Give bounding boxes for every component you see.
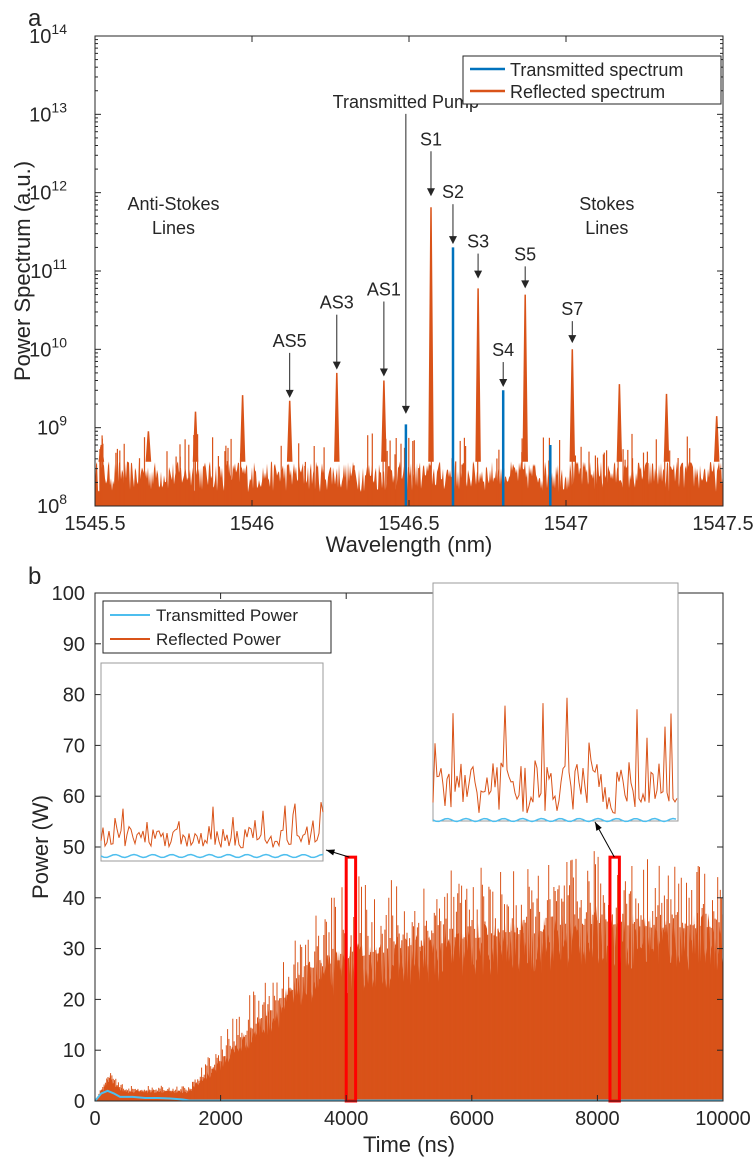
y-tick-label-b: 50 <box>63 837 85 859</box>
annotation-arrow-head <box>426 188 435 197</box>
transmitted-power-line <box>94 1089 723 1102</box>
y-tick-label-b: 20 <box>63 989 85 1011</box>
legend-label-transmitted-power: Transmitted Power <box>156 606 298 625</box>
region-label: Anti-Stokes <box>127 194 219 214</box>
reflected-peak <box>334 372 340 462</box>
reflected-peak <box>428 207 434 462</box>
inset-right-reflected <box>432 697 678 814</box>
y-tick-label-a: 1011 <box>30 256 67 283</box>
transmitted-spectrum-series <box>404 247 552 506</box>
zoom-insets <box>100 582 679 862</box>
annotation-label: S4 <box>492 340 514 360</box>
legend-label-transmitted: Transmitted spectrum <box>510 60 683 80</box>
inset-left-arrow-head <box>326 849 335 856</box>
legend-label-reflected: Reflected spectrum <box>510 82 665 102</box>
panel-a: 1545.5 1546 1546.5 1547 1547.510810910101011… <box>10 21 754 557</box>
x-tick-label-b: 6000 <box>450 1108 495 1130</box>
annotation-arrow-head <box>379 368 388 377</box>
reflected-peak <box>522 294 528 462</box>
inset-right-transmitted <box>432 817 677 823</box>
legend-a: Transmitted spectrum Reflected spectrum <box>462 55 722 105</box>
y-tick-label-a: 1013 <box>29 99 67 126</box>
annotation-label: AS5 <box>273 331 307 351</box>
region-label: Stokes <box>579 194 634 214</box>
y-tick-label-b: 40 <box>63 888 85 910</box>
annotation-label: AS1 <box>367 279 401 299</box>
reflected-peak <box>239 395 246 462</box>
inset-left-transmitted <box>100 853 324 859</box>
annotation-label: Transmitted Pump <box>333 92 479 112</box>
y-axis-label-a: Power Spectrum (a.u.) <box>10 161 35 381</box>
annotation-label: S1 <box>420 129 442 149</box>
annotation-arrow-head <box>499 379 508 388</box>
reflected-peak <box>286 400 293 462</box>
inset-left-reflected <box>100 802 324 849</box>
reflected-peak <box>145 431 152 462</box>
inset-left-frame <box>100 662 324 862</box>
reflected-peak <box>192 411 199 462</box>
annotation-label: S2 <box>442 182 464 202</box>
x-tick-label-a: 1547 <box>544 513 589 535</box>
annotation-arrow-head <box>332 361 341 370</box>
x-tick-label-b: 4000 <box>324 1108 369 1130</box>
annotation-label: AS3 <box>320 293 354 313</box>
reflected-peak <box>98 444 105 462</box>
x-tick-label-a: 1547.5 <box>692 513 753 535</box>
y-tick-label-b: 0 <box>74 1091 85 1113</box>
panel-a-letter: a <box>28 5 42 32</box>
x-tick-label-a: 1546.5 <box>378 513 439 535</box>
annotation-arrow-head <box>474 270 483 279</box>
legend-label-reflected-power: Reflected Power <box>156 630 281 649</box>
y-tick-label-b: 80 <box>63 685 85 707</box>
region-label: Lines <box>152 218 195 238</box>
panel-b: 0 2000 4000 6000 8000 10000 0 10 20 30 40 50 60 70 80 9… <box>28 582 751 1157</box>
reflected-peak <box>475 288 481 462</box>
y-tick-label-a: 1014 <box>29 21 67 48</box>
y-tick-label-b: 70 <box>63 735 85 757</box>
y-tick-label-b: 10 <box>63 1040 85 1062</box>
y-tick-label-a: 109 <box>37 413 67 440</box>
legend-box-b <box>102 600 332 654</box>
reflected-peak <box>663 393 670 462</box>
y-tick-label-b: 90 <box>63 634 85 656</box>
annotation-arrow-head <box>401 405 410 414</box>
legend-box-a <box>462 55 722 105</box>
y-axis-label-b: Power (W) <box>28 795 53 899</box>
x-axis-label-a: Wavelength (nm) <box>326 532 493 557</box>
region-label: Lines <box>585 218 628 238</box>
x-axis-label-b: Time (ns) <box>363 1132 455 1157</box>
x-tick-label-b: 2000 <box>198 1108 243 1130</box>
axes-a: 1545.5 1546 1546.5 1547 1547.510810910101011… <box>29 21 753 535</box>
axes-b: 0 2000 4000 6000 8000 10000 0 10 20 30 40 50 60 70 80 9… <box>52 583 751 1130</box>
x-tick-label-b: 8000 <box>575 1108 620 1130</box>
reflected-peak <box>381 380 387 462</box>
annotation-arrow-head <box>448 236 457 245</box>
annotation-arrow-head <box>568 335 577 344</box>
x-tick-label-a: 1545.5 <box>64 513 125 535</box>
peak-annotations: Transmitted Pump S1 S2 S3 S4 S5 S7 AS1 AS3 AS5 Ant… <box>127 92 634 414</box>
annotation-arrow-head <box>285 389 294 398</box>
annotation-label: S5 <box>514 244 536 264</box>
annotation-label: S3 <box>467 232 489 252</box>
reflected-power-series <box>95 851 724 1101</box>
reflected-peak <box>569 349 576 462</box>
y-tick-label-b: 60 <box>63 786 85 808</box>
x-tick-label-b: 0 <box>89 1108 100 1130</box>
panel-b-letter: b <box>28 563 41 590</box>
annotation-arrow-head <box>521 280 530 289</box>
y-tick-label-b: 100 <box>52 583 85 605</box>
transmitted-power-series <box>94 1089 723 1102</box>
y-tick-label-a: 108 <box>37 491 67 518</box>
inset-right-arrow-head <box>595 822 602 831</box>
legend-b: Transmitted Power Reflected Power <box>102 600 332 654</box>
annotation-label: S7 <box>561 299 583 319</box>
reflected-peak <box>713 416 720 462</box>
x-tick-label-a: 1546 <box>230 513 275 535</box>
reflected-spectrum-series <box>98 207 720 462</box>
inset-right-frame <box>432 582 679 822</box>
x-tick-label-b: 10000 <box>695 1108 751 1130</box>
y-tick-label-b: 30 <box>63 939 85 961</box>
reflected-peak <box>616 384 623 462</box>
